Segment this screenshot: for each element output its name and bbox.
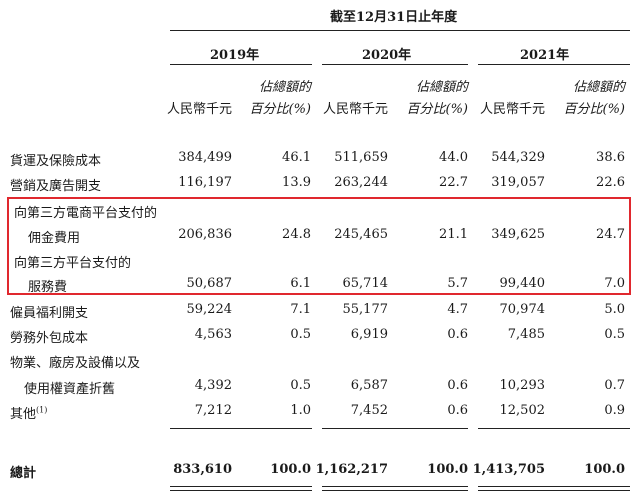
cell-value: 1.0	[290, 403, 311, 418]
cell-value: 70,974	[499, 302, 546, 317]
cell-value: 59,224	[186, 302, 233, 317]
row-label-depreciation-line2: 使用權資產折舊	[24, 382, 116, 397]
col-pct-2020-line2: 百分比(%)	[406, 102, 469, 117]
cell-value: 38.6	[596, 150, 625, 165]
cell-value: 319,057	[491, 175, 545, 190]
cell-value: 22.7	[439, 175, 468, 190]
cell-value: 4,392	[194, 378, 232, 393]
total-double-rule	[322, 486, 468, 491]
col-pct-2019-line1: 佔總額的	[258, 80, 311, 95]
cell-value: 0.6	[447, 378, 468, 393]
cell-value: 4,563	[194, 327, 232, 342]
col-pct-2021-line1: 佔總額的	[572, 80, 625, 95]
table-period-header: 截至12月31日止年度	[330, 10, 458, 25]
total-value: 100.0	[584, 462, 625, 477]
col-pct-2019-line2: 百分比(%)	[249, 102, 312, 117]
cell-value: 206,836	[178, 227, 232, 242]
cell-value: 0.5	[290, 378, 311, 393]
total-value: 100.0	[270, 462, 311, 477]
cell-value: 5.0	[604, 302, 625, 317]
subtotal-rule	[478, 428, 630, 429]
cell-value: 46.1	[282, 150, 311, 165]
cell-value: 544,329	[491, 150, 545, 165]
col-rmb-2021: 人民幣千元	[479, 102, 545, 117]
row-label-employee: 僱員福利開支	[10, 306, 89, 321]
subtotal-rule	[170, 428, 312, 429]
year-2019-rule	[170, 64, 312, 65]
row-label-others: 其他(1)	[10, 405, 48, 422]
cell-value: 7,212	[194, 403, 232, 418]
col-pct-2020-line1: 佔總額的	[415, 80, 468, 95]
year-2020-rule	[322, 64, 468, 65]
row-label-freight: 貨運及保險成本	[10, 154, 102, 169]
cell-value: 99,440	[499, 276, 546, 291]
year-2021-header: 2021年	[520, 48, 570, 63]
subtotal-rule	[322, 428, 468, 429]
cell-value: 6.1	[290, 276, 311, 291]
row-label-service-fee: 向第三方平台支付的	[14, 256, 132, 271]
cell-value: 511,659	[334, 150, 388, 165]
cell-value: 50,687	[186, 276, 233, 291]
total-value: 1,162,217	[315, 462, 388, 477]
year-2020-header: 2020年	[362, 48, 412, 63]
cell-value: 263,244	[334, 175, 388, 190]
col-pct-2021-line2: 百分比(%)	[563, 102, 626, 117]
col-rmb-2019: 人民幣千元	[166, 102, 232, 117]
total-value: 1,413,705	[472, 462, 545, 477]
cell-value: 0.6	[447, 403, 468, 418]
cell-value: 7,485	[507, 327, 545, 342]
cell-value: 4.7	[447, 302, 468, 317]
cell-value: 12,502	[499, 403, 546, 418]
cell-value: 7.1	[290, 302, 311, 317]
total-label: 總計	[10, 466, 37, 481]
cell-value: 0.5	[604, 327, 625, 342]
cell-value: 349,625	[491, 227, 545, 242]
total-value: 833,610	[173, 462, 232, 477]
row-label-commission-line2: 佣金費用	[28, 231, 81, 246]
total-double-rule	[170, 486, 312, 491]
cell-value: 6,919	[350, 327, 388, 342]
cell-value: 55,177	[342, 302, 389, 317]
cell-value: 10,293	[499, 378, 546, 393]
cell-value: 0.6	[447, 327, 468, 342]
row-label-depreciation: 物業、廠房及設備以及	[10, 356, 141, 371]
year-2021-rule	[478, 64, 630, 65]
cell-value: 24.8	[282, 227, 311, 242]
header-rule	[170, 30, 630, 31]
cell-value: 0.5	[290, 327, 311, 342]
row-label-outsourcing: 勞務外包成本	[10, 331, 89, 346]
row-label-marketing: 營銷及廣告開支	[10, 179, 102, 194]
cell-value: 0.7	[604, 378, 625, 393]
cell-value: 116,197	[178, 175, 232, 190]
year-2019-header: 2019年	[210, 48, 260, 63]
cell-value: 384,499	[178, 150, 232, 165]
cell-value: 22.6	[596, 175, 625, 190]
row-label-service-fee-line2: 服務費	[28, 280, 68, 295]
cell-value: 24.7	[596, 227, 625, 242]
cell-value: 0.9	[604, 403, 625, 418]
row-label-commission: 向第三方電商平台支付的	[14, 206, 158, 221]
highlight-box	[7, 197, 631, 295]
cell-value: 245,465	[334, 227, 388, 242]
cell-value: 21.1	[439, 227, 468, 242]
total-double-rule	[478, 486, 630, 491]
cell-value: 5.7	[447, 276, 468, 291]
cell-value: 7.0	[604, 276, 625, 291]
cell-value: 7,452	[350, 403, 388, 418]
col-rmb-2020: 人民幣千元	[322, 102, 388, 117]
cell-value: 65,714	[342, 276, 389, 291]
cell-value: 13.9	[282, 175, 311, 190]
total-value: 100.0	[427, 462, 468, 477]
cell-value: 6,587	[350, 378, 388, 393]
cell-value: 44.0	[439, 150, 468, 165]
